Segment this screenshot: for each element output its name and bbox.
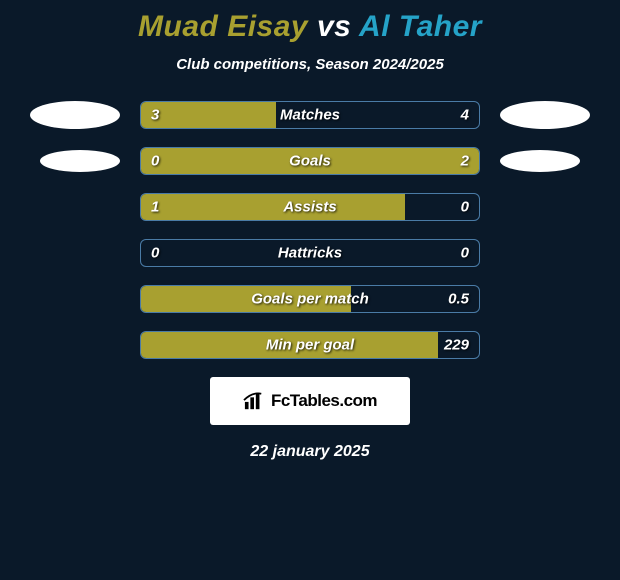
stat-left-value: 0: [151, 153, 159, 170]
avatar-left: [30, 101, 120, 129]
stat-right-value: 0: [461, 199, 469, 216]
stat-label: Assists: [283, 199, 336, 216]
stat-bar: 3 Matches 4: [140, 101, 480, 129]
date-label: 22 january 2025: [0, 443, 620, 461]
subtitle: Club competitions, Season 2024/2025: [0, 56, 620, 73]
stat-label: Hattricks: [278, 245, 342, 262]
avatar-left: [40, 150, 120, 172]
stat-left-value: 0: [151, 245, 159, 262]
avatar-right: [500, 101, 590, 129]
stat-right-value: 0.5: [448, 291, 469, 308]
stat-rows: 3 Matches 4 0 Goals 2 1 Assists 0 0 Hattricks 0 Goal…: [0, 101, 620, 359]
stat-right-value: 229: [444, 337, 469, 354]
stat-right-value: 2: [461, 153, 469, 170]
stat-row: Min per goal 229: [0, 331, 620, 359]
bar-left-fill: [141, 102, 276, 128]
bar-left-fill: [141, 194, 405, 220]
stat-bar: 0 Hattricks 0: [140, 239, 480, 267]
bar-right-fill: [209, 148, 479, 174]
stat-bar: Goals per match 0.5: [140, 285, 480, 313]
stat-label: Min per goal: [266, 337, 354, 354]
avatar-right: [500, 150, 580, 172]
stat-label: Goals per match: [251, 291, 369, 308]
brand-logo[interactable]: FcTables.com: [210, 377, 410, 425]
stat-right-value: 0: [461, 245, 469, 262]
brand-text: FcTables.com: [271, 391, 377, 411]
page-title: Muad Eisay vs Al Taher: [0, 10, 620, 44]
stat-row: 0 Goals 2: [0, 147, 620, 175]
stat-bar: 0 Goals 2: [140, 147, 480, 175]
comparison-widget: Muad Eisay vs Al Taher Club competitions…: [0, 0, 620, 461]
stat-bar: 1 Assists 0: [140, 193, 480, 221]
stat-right-value: 4: [461, 107, 469, 124]
player-right-name: Al Taher: [359, 10, 482, 43]
chart-icon: [243, 391, 265, 411]
stat-left-value: 3: [151, 107, 159, 124]
vs-text: vs: [317, 10, 351, 43]
stat-row: Goals per match 0.5: [0, 285, 620, 313]
stat-row: 3 Matches 4: [0, 101, 620, 129]
stat-left-value: 1: [151, 199, 159, 216]
stat-row: 0 Hattricks 0: [0, 239, 620, 267]
player-left-name: Muad Eisay: [138, 10, 308, 43]
stat-label: Matches: [280, 107, 340, 124]
stat-label: Goals: [289, 153, 331, 170]
stat-bar: Min per goal 229: [140, 331, 480, 359]
stat-row: 1 Assists 0: [0, 193, 620, 221]
